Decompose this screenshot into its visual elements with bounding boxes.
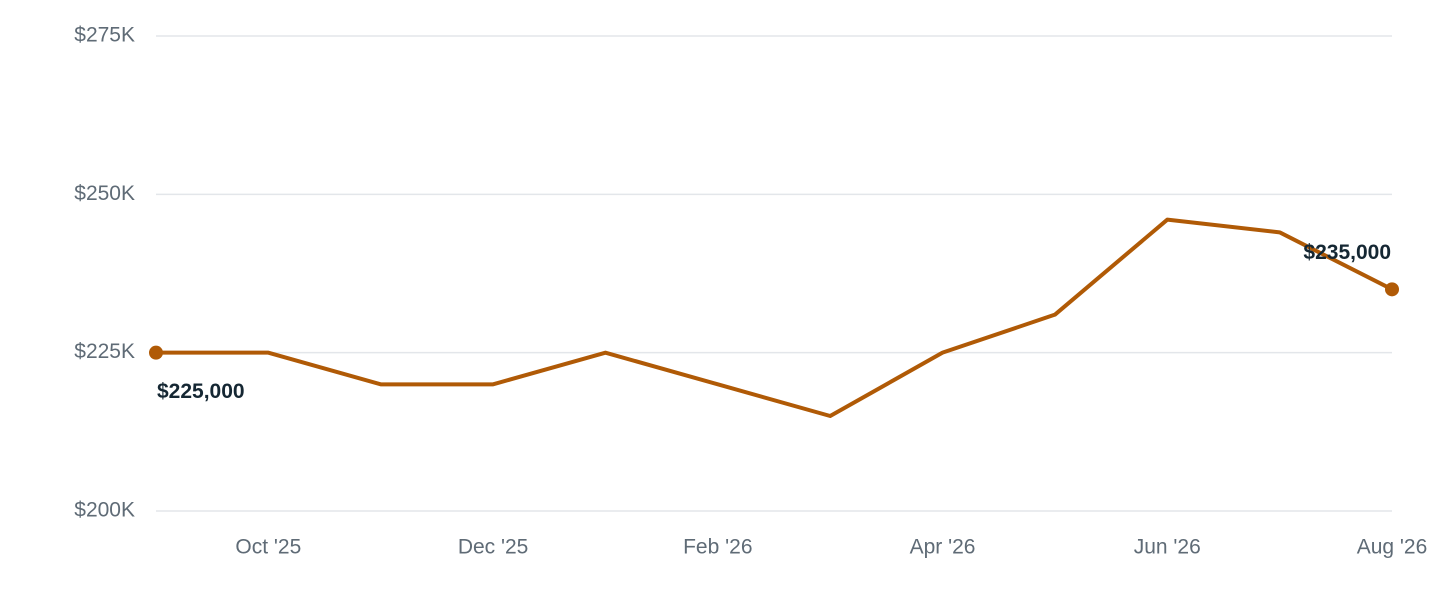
x-tick-label: Apr '26 [910, 536, 976, 559]
y-tick-label: $275K [74, 24, 135, 47]
line [156, 217, 1393, 418]
value-label: $235,000 [1303, 241, 1391, 264]
end-marker [149, 345, 163, 360]
x-tick-label: Aug '26 [1357, 536, 1428, 559]
x-tick-label: Jun '26 [1134, 536, 1201, 559]
y-tick-label: $225K [74, 340, 135, 363]
x-tick-label: Feb '26 [683, 536, 752, 559]
x-tick-label: Dec '25 [458, 536, 529, 559]
x-tick-label: Oct '25 [235, 536, 301, 559]
end-marker [1385, 282, 1399, 297]
y-tick-label: $250K [74, 182, 135, 205]
y-tick-label: $200K [74, 499, 135, 522]
value-label: $225,000 [157, 380, 245, 403]
